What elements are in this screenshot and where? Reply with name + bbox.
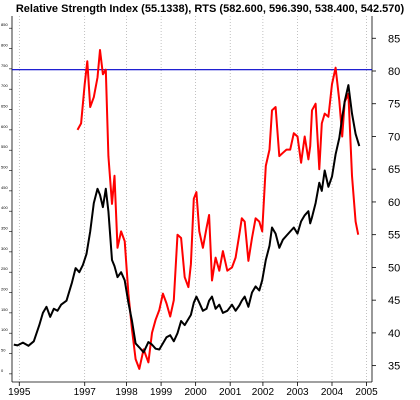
right-tick-label: 75 [388, 99, 400, 111]
tick-labels: 1995 1997 1998 1999 2000 2001 2002 2003 2004 2005… [1, 22, 400, 398]
left-tick-label: 300 [1, 246, 8, 251]
grid-lines [18, 16, 367, 382]
rts-series-line [13, 84, 361, 354]
left-tick-label: 850 [1, 22, 8, 27]
rsi-series-line [76, 49, 360, 370]
axes [9, 16, 376, 386]
x-tick-label: 2005 [355, 387, 378, 398]
left-tick-label: 150 [1, 307, 8, 312]
left-tick-label: 50 [1, 348, 6, 353]
right-tick-label: 45 [388, 295, 400, 307]
left-tick-label: 700 [1, 83, 8, 88]
x-tick-label: 2004 [321, 387, 344, 398]
x-tick-label: 2002 [252, 387, 275, 398]
x-tick-label: 1997 [74, 387, 97, 398]
right-tick-label: 55 [388, 230, 400, 242]
left-tick-label: 0 [1, 368, 4, 373]
left-tick-label: 750 [1, 63, 8, 68]
left-tick-label: 800 [1, 43, 8, 48]
right-tick-label: 65 [388, 164, 400, 176]
left-tick-label: 200 [1, 287, 8, 292]
right-tick-label: 60 [388, 197, 400, 209]
x-tick-label: 1998 [115, 387, 138, 398]
right-tick-label: 40 [388, 328, 400, 340]
right-tick-label: 70 [388, 131, 400, 143]
left-tick-label: 600 [1, 124, 8, 129]
x-tick-label: 2000 [185, 387, 208, 398]
right-tick-label: 80 [388, 66, 400, 78]
left-tick-label: 550 [1, 144, 8, 149]
x-tick-label: 2003 [286, 387, 309, 398]
left-tick-label: 450 [1, 185, 8, 190]
left-tick-label: 500 [1, 165, 8, 170]
left-tick-label: 100 [1, 327, 8, 332]
right-tick-label: 85 [388, 33, 400, 45]
chart-title: Relative Strength Index (55.1338), RTS (… [16, 3, 405, 15]
x-tick-label: 2001 [219, 387, 242, 398]
x-tick-label: 1999 [150, 387, 173, 398]
left-tick-label: 350 [1, 226, 8, 231]
right-tick-label: 35 [388, 361, 400, 373]
x-tick-label: 1995 [8, 387, 31, 398]
right-tick-label: 50 [388, 262, 400, 274]
series-lines [12, 49, 372, 370]
left-tick-label: 250 [1, 266, 8, 271]
left-tick-label: 650 [1, 104, 8, 109]
left-tick-label: 400 [1, 205, 8, 210]
